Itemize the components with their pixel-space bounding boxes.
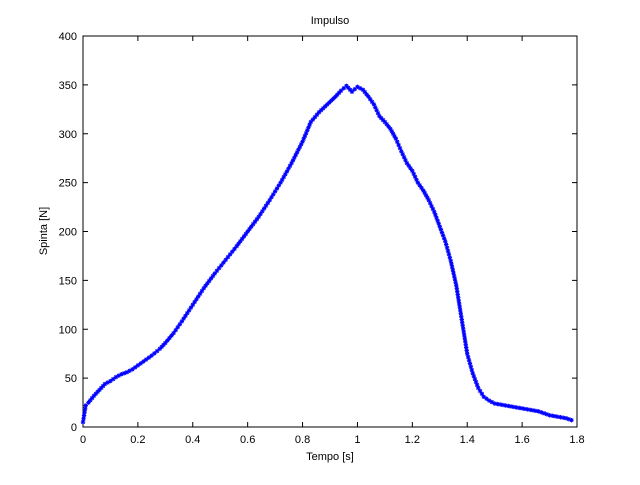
data-point-marker: [82, 409, 87, 415]
data-point-marker: [135, 363, 141, 368]
data-point-marker: [455, 292, 460, 297]
data-point-marker: [462, 332, 467, 338]
data-point-marker: [265, 200, 270, 206]
data-point-marker: [308, 119, 313, 125]
x-tick-label: 1.2: [405, 434, 420, 446]
x-tick-label: 0.2: [130, 434, 145, 446]
y-tick-label: 250: [59, 178, 77, 190]
data-point-marker: [179, 319, 184, 324]
y-tick-label: 400: [59, 31, 77, 43]
chart-title: Impulso: [311, 15, 350, 27]
data-point-marker: [461, 329, 466, 335]
y-axis-label: Spinta [N]: [38, 207, 50, 255]
data-point-marker: [456, 298, 461, 304]
y-tick-label: 100: [59, 324, 77, 336]
data-point-marker: [199, 288, 205, 294]
data-point-marker: [366, 94, 371, 99]
data-point-marker: [469, 367, 474, 373]
data-point-marker: [446, 252, 452, 257]
data-point-marker: [223, 257, 228, 263]
x-tick-label: 1.6: [514, 434, 529, 446]
data-point-marker: [569, 417, 574, 423]
data-point-marker: [468, 364, 474, 369]
x-axis-label: Tempo [s]: [306, 451, 354, 463]
data-point-marker: [445, 248, 451, 254]
x-tick-label: 1: [354, 434, 360, 446]
data-point-marker: [276, 183, 281, 188]
data-point-marker: [183, 313, 188, 319]
y-tick-label: 50: [65, 373, 77, 385]
data-point-marker: [258, 211, 263, 217]
x-tick-label: 1.4: [460, 434, 475, 446]
plot-area: [82, 35, 578, 428]
y-tick-label: 350: [59, 80, 77, 92]
data-point-marker: [382, 119, 388, 125]
data-point-marker: [477, 388, 483, 394]
axis-ticks: 0 0.2 0.4 0.6 0.8 1 1.2 1.4 1.6 1.8 0 50 100 150 200 25…: [59, 31, 585, 446]
data-point-marker: [464, 345, 469, 350]
data-point-marker: [252, 219, 258, 224]
data-point-marker: [171, 330, 176, 336]
x-tick-label: 0.4: [185, 434, 200, 446]
data-point-marker: [360, 87, 366, 92]
data-point-marker: [278, 180, 283, 185]
x-tick-label: 0.6: [240, 434, 255, 446]
data-point-marker: [175, 325, 180, 330]
data-point-marker: [146, 355, 152, 360]
y-tick-label: 150: [59, 275, 77, 287]
data-point-marker: [181, 316, 186, 321]
series-layer: [80, 83, 574, 425]
data-point-marker: [462, 335, 467, 341]
data-point-marker: [465, 351, 470, 356]
data-point-marker: [83, 403, 88, 408]
data-point-marker: [239, 236, 245, 242]
data-point-marker: [250, 221, 256, 227]
data-point-marker: [457, 304, 462, 310]
y-tick-label: 300: [59, 129, 77, 141]
data-point-marker: [338, 88, 344, 93]
data-point-marker: [467, 361, 473, 366]
x-tick-label: 0: [80, 434, 86, 446]
data-point-marker: [194, 297, 199, 302]
data-point-marker: [81, 413, 87, 418]
data-point-marker: [221, 260, 226, 265]
data-point-marker: [465, 354, 471, 360]
data-point-marker: [458, 311, 463, 316]
data-point-marker: [443, 239, 448, 244]
y-tick-label: 200: [59, 227, 77, 239]
data-point-marker: [89, 395, 95, 401]
x-tick-label: 0.8: [295, 434, 310, 446]
data-point-marker: [81, 416, 86, 421]
data-point-marker: [447, 255, 453, 260]
data-point-marker: [163, 340, 168, 346]
data-point-marker: [318, 108, 324, 113]
data-point-marker: [444, 245, 450, 250]
x-tick-label: 1.8: [569, 434, 584, 446]
data-point-marker: [177, 322, 182, 327]
y-tick-label: 0: [71, 422, 77, 434]
data-point-marker: [417, 183, 422, 188]
data-point-marker: [466, 358, 472, 363]
data-point-marker: [82, 406, 88, 412]
data-point-marker: [173, 328, 178, 333]
data-point-marker: [443, 242, 449, 247]
data-point-marker: [80, 419, 86, 425]
